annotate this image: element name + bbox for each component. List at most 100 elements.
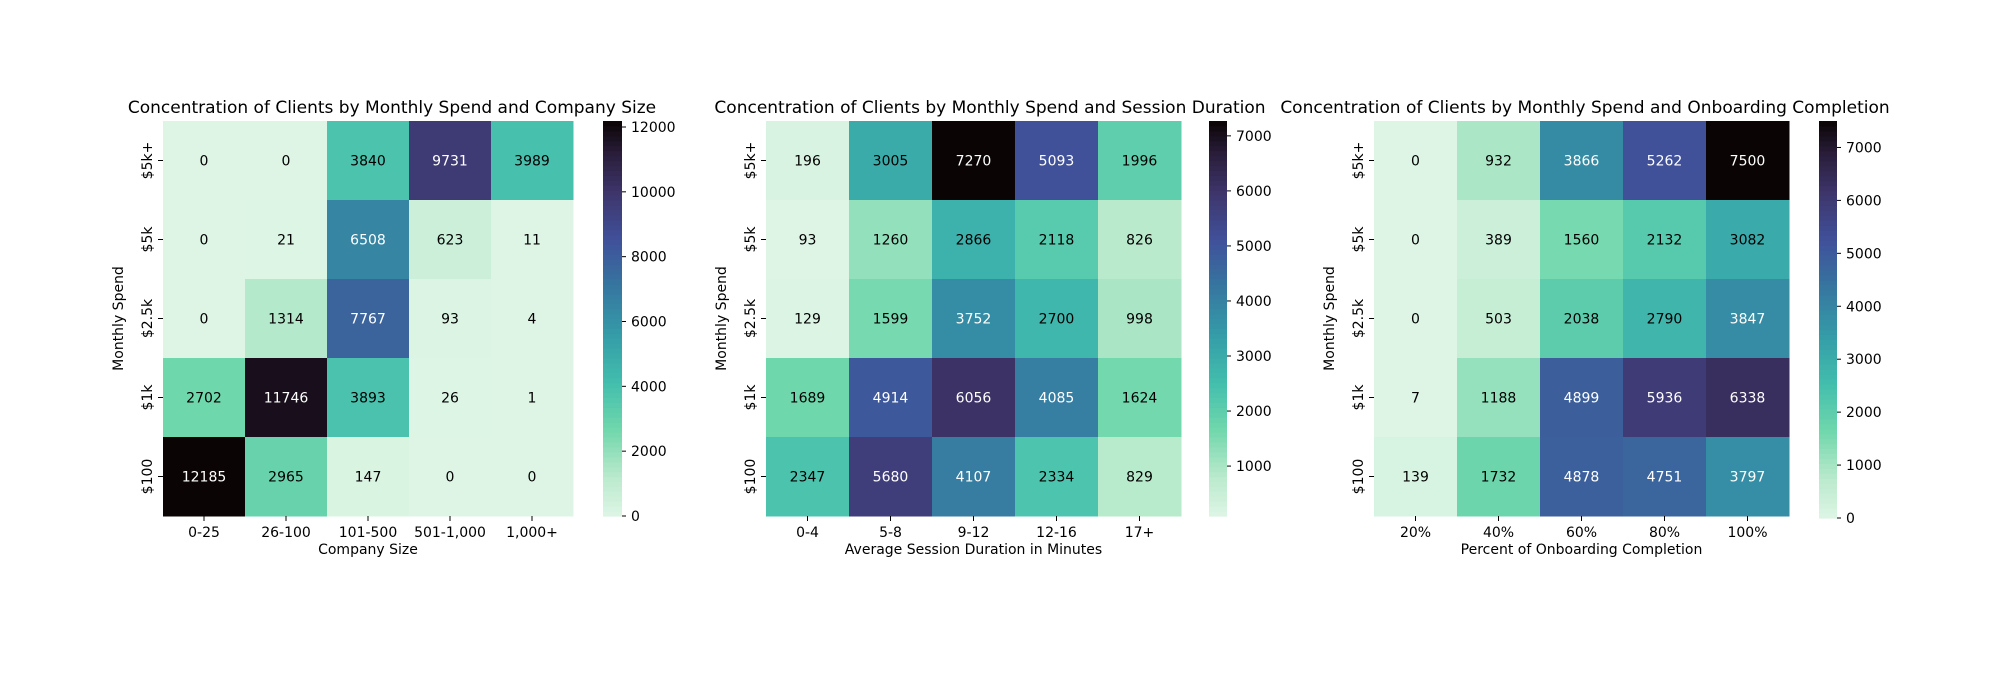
colorbar-segment (603, 214, 622, 221)
colorbar-segment (1209, 496, 1227, 502)
colorbar-segment (603, 501, 622, 507)
colorbar-segment (603, 511, 622, 517)
colorbar-segment (1819, 215, 1837, 221)
x-tick-label: 0-25 (188, 525, 220, 541)
colorbar-segment (1209, 427, 1227, 433)
heatmap-cell (1623, 437, 1707, 517)
heatmap-panel-2: Concentration of Clients by Monthly Spen… (714, 98, 1272, 558)
heatmap-cell (409, 437, 492, 517)
colorbar-segment (603, 239, 622, 246)
colorbar-segment (1819, 488, 1837, 494)
colorbar-segment (1819, 121, 1837, 127)
heatmap-cell (1374, 358, 1458, 438)
heatmap-cell (1015, 358, 1099, 438)
colorbar-segment (1209, 392, 1227, 399)
colorbar-segment (603, 382, 622, 389)
heatmap-cell (932, 200, 1016, 280)
cell-value-label: 2118 (1039, 233, 1075, 249)
colorbar-segment (1819, 205, 1837, 211)
colorbar-segment (1819, 329, 1837, 335)
colorbar-segment (603, 224, 622, 231)
colorbar-segment (603, 175, 622, 181)
colorbar-segment (1819, 374, 1837, 380)
colorbar-segment (1209, 239, 1227, 246)
heatmap-cell (1098, 121, 1182, 201)
heatmap-cell (1098, 437, 1182, 517)
colorbar-segment (1819, 190, 1837, 197)
colorbar-segment (603, 461, 622, 468)
colorbar-segment (1819, 369, 1837, 375)
colorbar-segment (1209, 333, 1227, 339)
colorbar-segment (603, 150, 622, 157)
colorbar-segment (1819, 254, 1837, 261)
cell-value-label: 0 (282, 154, 291, 170)
colorbar-segment (603, 200, 622, 206)
colorbar-segment (1819, 304, 1837, 311)
colorbar-segment (1209, 338, 1227, 344)
colorbar-segment (1819, 225, 1837, 231)
colorbar-segment (603, 506, 622, 512)
heatmap-cell (849, 279, 933, 359)
heatmap-cell (932, 437, 1016, 517)
colorbar-segment (1819, 433, 1837, 440)
cell-value-label: 5093 (1039, 154, 1075, 170)
colorbar-segment (1209, 471, 1227, 478)
colorbar-segment (1209, 293, 1227, 300)
y-tick-label: $5k (1351, 226, 1367, 253)
cell-value-label: 389 (1485, 233, 1512, 249)
colorbar-segment (603, 190, 622, 196)
colorbar-segment (1819, 220, 1837, 226)
colorbar-tick-label: 4000 (1236, 294, 1272, 310)
x-tick-label: 40% (1483, 525, 1514, 541)
colorbar-segment (1209, 283, 1227, 290)
heatmap-cell (245, 279, 328, 359)
colorbar-segment (1819, 388, 1837, 395)
colorbar-segment (1209, 451, 1227, 458)
x-tick-label: 101-500 (339, 525, 398, 541)
cell-value-label: 3797 (1730, 470, 1766, 486)
colorbar-segment (1209, 209, 1227, 216)
colorbar-segment (1209, 313, 1227, 320)
colorbar-segment (1209, 432, 1227, 438)
colorbar-segment (603, 367, 622, 374)
colorbar-segment (603, 229, 622, 236)
cell-value-label: 3082 (1730, 233, 1766, 249)
x-tick-label: 0-4 (796, 525, 819, 541)
cell-value-label: 3752 (956, 312, 992, 328)
colorbar-segment (1209, 486, 1227, 492)
colorbar-segment (1819, 334, 1837, 340)
colorbar-segment (603, 402, 622, 408)
y-tick-label: $5k+ (140, 142, 156, 180)
cell-value-label: 129 (794, 312, 821, 328)
cell-value-label: 7270 (956, 154, 992, 170)
cell-value-label: 2132 (1647, 233, 1683, 249)
colorbar-tick-label: 8000 (631, 250, 667, 266)
heatmap-cell (409, 279, 492, 359)
colorbar-tick-label: 4000 (1846, 299, 1882, 315)
heatmap-cell (409, 200, 492, 280)
x-tick-label: 20% (1400, 525, 1431, 541)
cell-value-label: 2702 (186, 391, 222, 407)
colorbar-segment (1209, 377, 1227, 384)
colorbar-segment (1209, 121, 1227, 127)
y-tick-label: $2.5k (140, 298, 156, 338)
heatmap-cell (245, 200, 328, 280)
colorbar-segment (1819, 175, 1837, 182)
colorbar-segment (1209, 323, 1227, 329)
heatmap-cell (491, 437, 574, 517)
colorbar-segment (1209, 150, 1227, 157)
colorbar-segment (603, 446, 622, 453)
cell-value-label: 147 (355, 470, 382, 486)
colorbar-segment (603, 195, 622, 201)
colorbar-segment (603, 456, 622, 463)
colorbar-tick-label: 0 (631, 509, 640, 525)
colorbar-segment (1819, 135, 1837, 142)
colorbar-segment (603, 348, 622, 354)
colorbar-segment (1819, 145, 1837, 152)
colorbar-segment (1819, 379, 1837, 385)
x-tick-label: 26-100 (261, 525, 311, 541)
colorbar-segment (1819, 309, 1837, 316)
colorbar-segment (1209, 180, 1227, 186)
colorbar-segment (603, 288, 622, 295)
colorbar-segment (603, 333, 622, 339)
